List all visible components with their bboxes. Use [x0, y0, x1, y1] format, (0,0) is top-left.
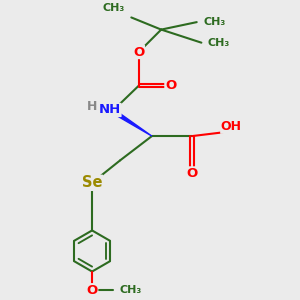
- Text: CH₃: CH₃: [119, 285, 141, 295]
- Text: O: O: [186, 167, 198, 180]
- Text: CH₃: CH₃: [203, 17, 226, 27]
- Text: NH: NH: [99, 103, 121, 116]
- Text: O: O: [165, 79, 176, 92]
- Text: O: O: [133, 46, 144, 59]
- Polygon shape: [112, 109, 152, 136]
- Text: Se: Se: [82, 175, 102, 190]
- Text: CH₃: CH₃: [208, 38, 230, 48]
- Text: CH₃: CH₃: [103, 3, 125, 13]
- Text: H: H: [87, 100, 97, 113]
- Text: OH: OH: [221, 120, 242, 133]
- Text: O: O: [86, 284, 98, 297]
